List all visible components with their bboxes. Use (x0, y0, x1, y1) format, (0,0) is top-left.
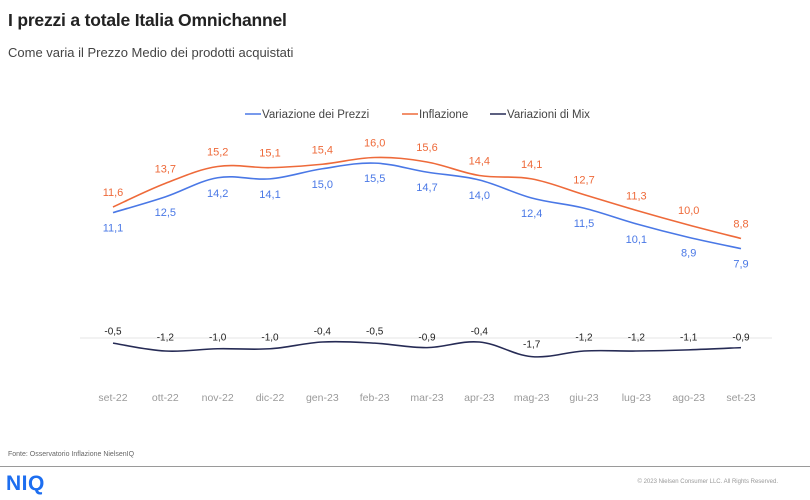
data-label: 11,5 (574, 218, 595, 230)
x-tick-label: giu-23 (569, 392, 598, 404)
series-layer (112, 156, 742, 358)
data-label: -0,9 (732, 333, 750, 344)
line-chart: Variazione dei Prezzi Inflazione Variazion… (80, 109, 772, 404)
niq-logo: NIQ (6, 472, 45, 495)
data-label: 12,4 (521, 208, 542, 220)
data-label: 8,8 (733, 219, 748, 231)
data-label: 7,9 (733, 259, 748, 271)
data-label: 14,7 (416, 182, 437, 194)
data-label: -1,7 (523, 340, 541, 351)
data-label: 14,1 (259, 189, 280, 201)
data-label: 15,0 (312, 179, 333, 191)
legend-label-2: Inflazione (419, 109, 468, 121)
data-labels: 11,1 12,5 14,2 14,1 15,0 15,5 14,7 14,0 12,4 11,5… (103, 138, 750, 351)
x-tick-label: ott-22 (152, 392, 179, 404)
x-tick-label: mag-23 (514, 392, 550, 404)
legend: Variazione dei Prezzi Inflazione Variazion… (245, 109, 590, 121)
x-tick-label: lug-23 (622, 392, 651, 404)
data-label: 13,7 (155, 163, 176, 175)
data-label: -1,1 (680, 333, 698, 344)
legend-label-3: Variazioni di Mix (507, 109, 590, 121)
copyright-note: © 2023 Nielsen Consumer LLC. All Rights … (637, 479, 779, 485)
x-tick-label: gen-23 (306, 392, 339, 404)
data-label: 10,1 (626, 234, 647, 246)
x-axis: set-22 ott-22 nov-22 dic-22 gen-23 feb-23 mar-… (98, 392, 755, 404)
chart-subtitle: Come varia il Prezzo Medio dei prodotti … (8, 45, 294, 60)
data-label: -0,9 (418, 333, 436, 344)
data-label: -1,0 (261, 333, 279, 344)
legend-label-1: Variazione dei Prezzi (262, 109, 369, 121)
data-label: 15,2 (207, 147, 228, 159)
data-label: 15,4 (312, 144, 333, 156)
footer-divider (0, 466, 810, 467)
data-label: 14,0 (469, 190, 490, 202)
x-tick-label: dic-22 (256, 392, 285, 404)
data-label: 12,7 (573, 175, 594, 187)
x-tick-label: set-23 (726, 392, 755, 404)
data-label: 14,4 (469, 156, 490, 168)
data-label: 11,6 (103, 187, 124, 199)
series-line-2 (112, 156, 742, 240)
data-label: -1,2 (628, 333, 646, 344)
data-label: -0,5 (366, 327, 384, 338)
data-label: 15,1 (259, 148, 280, 160)
chart-title: I prezzi a totale Italia Omnichannel (8, 10, 287, 30)
x-tick-label: nov-22 (202, 392, 234, 404)
x-tick-label: apr-23 (464, 392, 495, 404)
data-label: 10,0 (678, 205, 699, 217)
data-label: -1,2 (157, 333, 175, 344)
series-line-3 (112, 340, 742, 358)
data-label: 14,2 (207, 188, 228, 200)
data-label: 16,0 (364, 138, 385, 150)
data-label: 15,5 (364, 173, 385, 185)
source-note: Fonte: Osservatorio Inflazione NielsenIQ (8, 451, 135, 458)
data-label: -0,4 (471, 327, 489, 338)
data-label: 12,5 (155, 207, 176, 219)
x-tick-label: set-22 (98, 392, 127, 404)
data-label: 11,1 (103, 223, 124, 235)
data-label: -0,4 (314, 327, 332, 338)
data-label: -1,0 (209, 333, 227, 344)
series-line-1 (112, 162, 742, 250)
x-tick-label: mar-23 (410, 392, 443, 404)
data-label: 11,3 (626, 190, 647, 202)
x-tick-label: feb-23 (360, 392, 390, 404)
x-tick-label: ago-23 (672, 392, 705, 404)
data-label: -0,5 (104, 327, 122, 338)
data-label: 14,1 (521, 159, 542, 171)
data-label: 8,9 (681, 247, 696, 259)
data-label: -1,2 (575, 333, 593, 344)
data-label: 15,6 (416, 142, 437, 154)
